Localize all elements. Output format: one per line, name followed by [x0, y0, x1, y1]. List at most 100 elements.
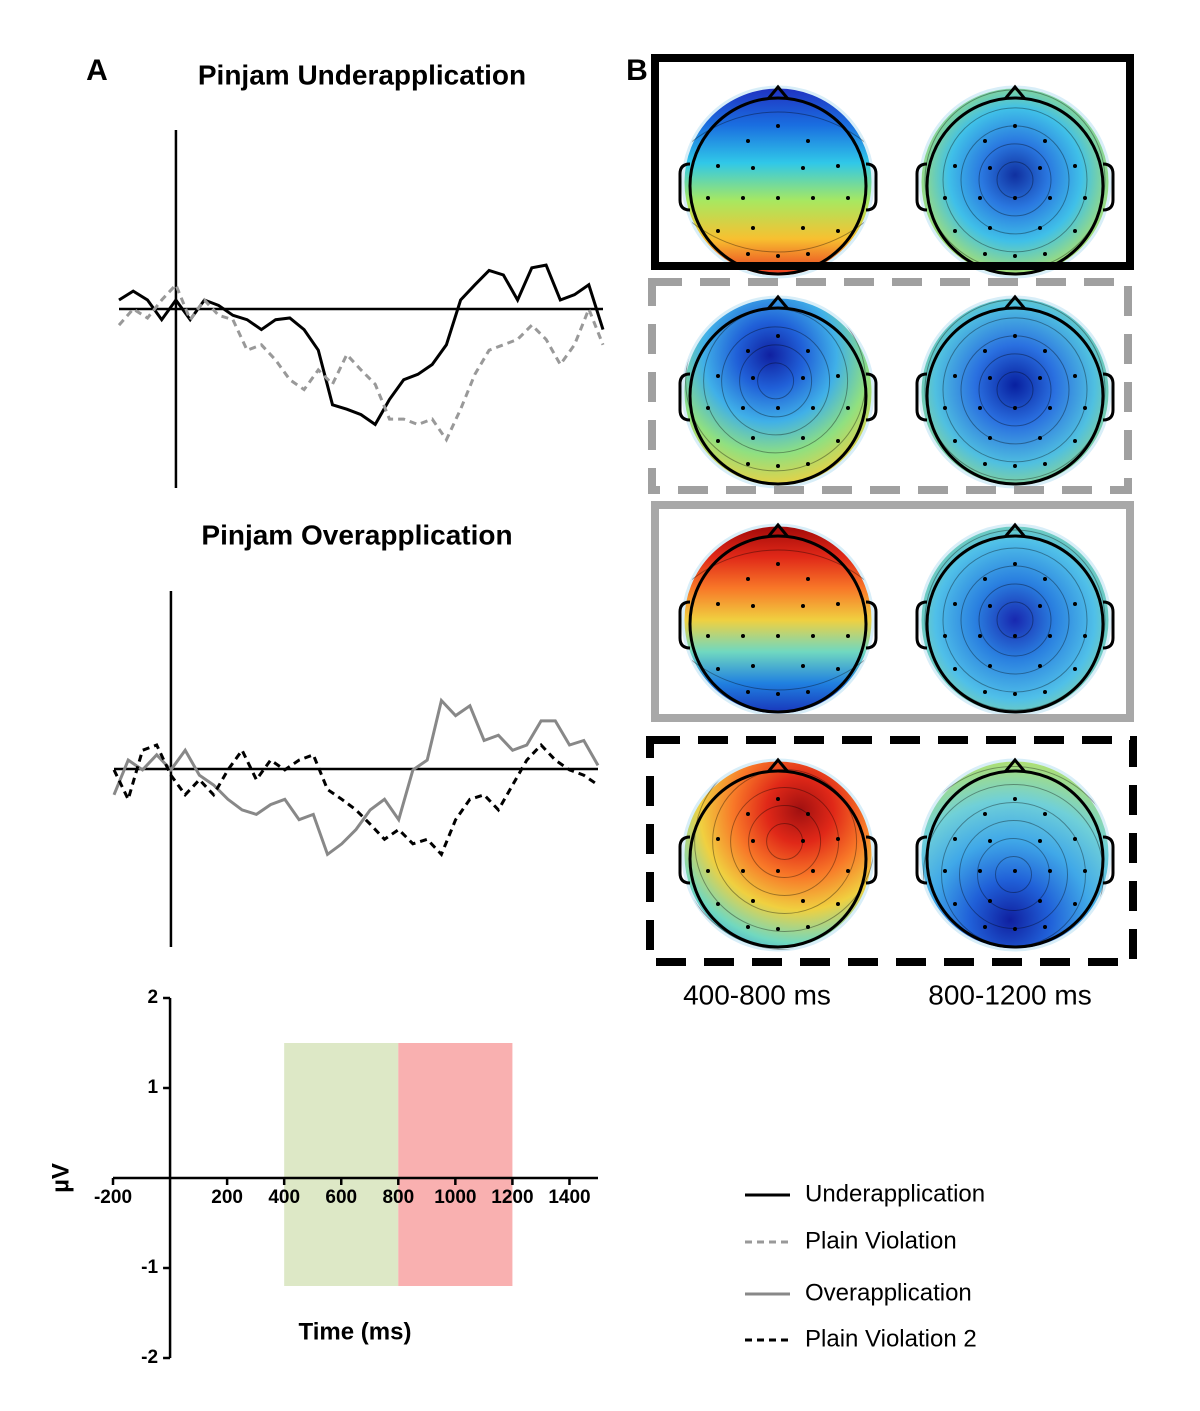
- series-line: [117, 282, 605, 443]
- ear: [865, 372, 878, 422]
- contour: [924, 299, 1106, 481]
- electrode: [978, 196, 982, 200]
- electrode: [741, 406, 745, 410]
- electrode: [1073, 837, 1077, 841]
- electrode: [1013, 692, 1017, 696]
- electrode: [1038, 226, 1042, 230]
- electrode: [953, 902, 957, 906]
- electrode: [806, 252, 810, 256]
- electrode: [988, 376, 992, 380]
- electrode: [1073, 667, 1077, 671]
- electrode: [716, 164, 720, 168]
- electrode: [846, 634, 850, 638]
- contour: [923, 784, 1104, 950]
- electrode: [1013, 797, 1017, 801]
- head-outline: [688, 306, 868, 486]
- electrode: [1043, 577, 1047, 581]
- electrode: [741, 196, 745, 200]
- topomap: [681, 523, 875, 717]
- electrode: [953, 229, 957, 233]
- x-tick-label: 400: [268, 1187, 300, 1208]
- time-window: [398, 1043, 513, 1286]
- electrode: [836, 439, 840, 443]
- electrode: [846, 869, 850, 873]
- electrode: [953, 374, 957, 378]
- time-window: [284, 1043, 399, 1286]
- electrode: [1048, 196, 1052, 200]
- electrode: [1073, 374, 1077, 378]
- electrode: [988, 166, 992, 170]
- electrode: [776, 797, 780, 801]
- y-tick-label: -1: [141, 1257, 158, 1278]
- ear: [678, 372, 691, 422]
- nose: [1003, 294, 1027, 310]
- topomaps: [678, 84, 1115, 952]
- electrode: [801, 604, 805, 608]
- electrode: [978, 869, 982, 873]
- electrode: [978, 634, 982, 638]
- nose: [1003, 522, 1027, 538]
- x-tick-label: 200: [211, 1187, 243, 1208]
- electrode: [1013, 406, 1017, 410]
- ear: [1102, 600, 1115, 650]
- electrode: [1038, 166, 1042, 170]
- electrode: [943, 196, 947, 200]
- electrode: [806, 690, 810, 694]
- electrode: [716, 374, 720, 378]
- electrode: [746, 925, 750, 929]
- electrode: [1073, 229, 1077, 233]
- electrode: [983, 252, 987, 256]
- electrode: [776, 254, 780, 258]
- y-axis-label: µV: [47, 1163, 74, 1193]
- ear: [1102, 372, 1115, 422]
- ear: [915, 372, 928, 422]
- electrode: [1043, 925, 1047, 929]
- electrode: [1013, 196, 1017, 200]
- electrode: [1038, 664, 1042, 668]
- ear: [678, 600, 691, 650]
- electrode: [741, 634, 745, 638]
- electrode: [746, 349, 750, 353]
- electrode: [1083, 869, 1087, 873]
- nose: [766, 522, 790, 538]
- y-tick-label: 2: [147, 987, 158, 1008]
- electrode: [811, 196, 815, 200]
- head-outline: [925, 534, 1105, 714]
- frame: [646, 736, 1137, 966]
- electrode: [1038, 436, 1042, 440]
- electrode: [846, 196, 850, 200]
- y-tick-label: -2: [141, 1347, 158, 1368]
- chart-title: Pinjam Underapplication: [198, 59, 526, 90]
- electrode: [706, 634, 710, 638]
- electrode: [978, 406, 982, 410]
- topomap: [918, 295, 1112, 489]
- contour: [942, 107, 1088, 253]
- contour: [924, 529, 1106, 711]
- chart-title: Pinjam Overapplication: [201, 519, 512, 550]
- x-tick-label: 1400: [548, 1187, 590, 1208]
- electrode: [836, 602, 840, 606]
- electrode: [776, 634, 780, 638]
- nose: [766, 294, 790, 310]
- electrode: [1038, 604, 1042, 608]
- contour: [978, 353, 1052, 427]
- electrode: [1043, 349, 1047, 353]
- electrode: [776, 406, 780, 410]
- electrode: [751, 664, 755, 668]
- electrode: [1083, 196, 1087, 200]
- nose: [766, 757, 790, 773]
- electrode: [1043, 690, 1047, 694]
- electrode: [953, 667, 957, 671]
- electrode: [716, 902, 720, 906]
- topomap-label: 800-1200 ms: [928, 979, 1091, 1010]
- ear: [865, 600, 878, 650]
- contour: [995, 856, 1032, 893]
- electrode: [988, 839, 992, 843]
- frame: [648, 278, 1132, 494]
- electrode: [1043, 462, 1047, 466]
- electrode: [953, 837, 957, 841]
- electrode: [801, 664, 805, 668]
- topomap-label: 400-800 ms: [683, 979, 831, 1010]
- electrode: [1073, 602, 1077, 606]
